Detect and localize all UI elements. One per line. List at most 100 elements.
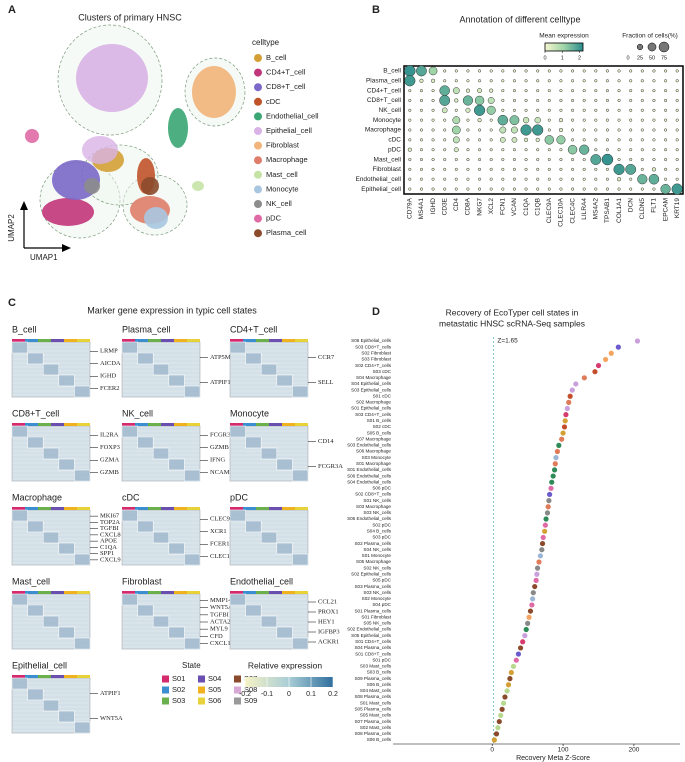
state-strip [230, 591, 243, 594]
point [615, 344, 621, 350]
colorbar [544, 42, 584, 52]
dot [617, 98, 621, 103]
state-strip [161, 507, 174, 510]
state-strip [187, 591, 200, 594]
heatmap-block [74, 637, 91, 650]
gene-label: TOP2A [100, 519, 120, 526]
y-tick-label: S05 Mast_cells [360, 713, 392, 718]
dot [559, 89, 563, 93]
heatmap-block [137, 520, 154, 533]
dot [652, 118, 656, 122]
point [530, 596, 536, 602]
dot [489, 177, 493, 181]
dot [582, 69, 586, 73]
heatmap-block [121, 341, 138, 354]
dot [605, 69, 609, 73]
dot [675, 177, 679, 181]
dot [547, 79, 551, 83]
heatmap-block [58, 542, 75, 555]
dot [452, 136, 460, 144]
y-tick-label: S02 Plasma_cells [354, 541, 391, 546]
y-tick-label: S04 B_cells [367, 529, 392, 534]
point [549, 479, 555, 485]
state-swatch [162, 686, 169, 694]
y-tick-label: S03 NK_cells [363, 510, 391, 515]
dot [594, 138, 598, 142]
point [567, 393, 573, 399]
heatmap-block [11, 509, 28, 522]
y-tick-label: S02 Endothelial_cells [347, 627, 392, 632]
dot [652, 69, 656, 73]
point [592, 369, 598, 375]
dot [590, 154, 602, 165]
dot [571, 187, 575, 191]
colorbar-tick-label: 1 [561, 55, 564, 61]
state-label: S02 [172, 685, 185, 694]
point [539, 540, 546, 547]
point [602, 356, 609, 363]
y-tick-label: S03 Monocyte [362, 455, 392, 460]
dot [501, 108, 505, 112]
cluster [141, 177, 159, 195]
point [547, 491, 553, 498]
gene-label: ACKR1 [318, 638, 339, 645]
heatmap-block [168, 626, 185, 639]
dot [501, 89, 505, 93]
dot [605, 108, 609, 112]
dot [512, 187, 516, 191]
panel-label: B [372, 4, 380, 16]
dot [512, 69, 516, 73]
x-tick-label: 200 [629, 747, 640, 754]
heatmap-block [42, 531, 60, 544]
state-strip [38, 339, 51, 342]
heatmap-title: NK_cell [122, 408, 153, 418]
legend-label: CD4+T_cell [266, 68, 306, 77]
state-strip [25, 423, 38, 426]
state-strip [187, 507, 200, 510]
heatmap-block [245, 520, 262, 533]
dot [571, 89, 575, 93]
dot [675, 69, 679, 73]
dot [419, 167, 423, 171]
state-swatch [234, 675, 241, 683]
x-tick-label: TPSAB1 [604, 198, 611, 223]
dot [466, 167, 470, 171]
dot [501, 79, 505, 83]
dot [478, 167, 482, 171]
dot [664, 128, 668, 132]
point [550, 473, 556, 479]
gene-label: HEY1 [318, 618, 335, 625]
point [520, 639, 526, 645]
dot [579, 144, 590, 155]
dot [547, 118, 551, 122]
state-strip [148, 339, 161, 342]
dot [640, 118, 644, 122]
cluster [144, 207, 168, 229]
y-tick-label: S04 Mast_cells [360, 688, 392, 693]
dot [536, 177, 540, 181]
dot [489, 69, 493, 73]
heatmap-block [137, 436, 154, 449]
dot [478, 177, 482, 181]
dot [512, 98, 516, 103]
colorbar-tick-label: 0.1 [306, 691, 316, 698]
dot [582, 89, 586, 93]
dot [571, 118, 575, 122]
dot [594, 177, 598, 181]
dot [605, 148, 609, 152]
dot [466, 157, 470, 162]
heatmap-block [42, 615, 60, 628]
point [533, 577, 539, 584]
heatmap-block [229, 341, 246, 354]
dot [466, 187, 470, 191]
y-tick-label: S02 cDC [373, 424, 392, 429]
state-strip [122, 507, 135, 510]
point [525, 620, 531, 626]
y-tick-label: B_cell [383, 68, 401, 75]
y-tick-label: S06 B_cells [367, 737, 392, 742]
state-strip [269, 339, 282, 342]
state-strip [135, 423, 148, 426]
dot [431, 148, 435, 152]
point [554, 448, 561, 455]
dot [559, 177, 563, 181]
